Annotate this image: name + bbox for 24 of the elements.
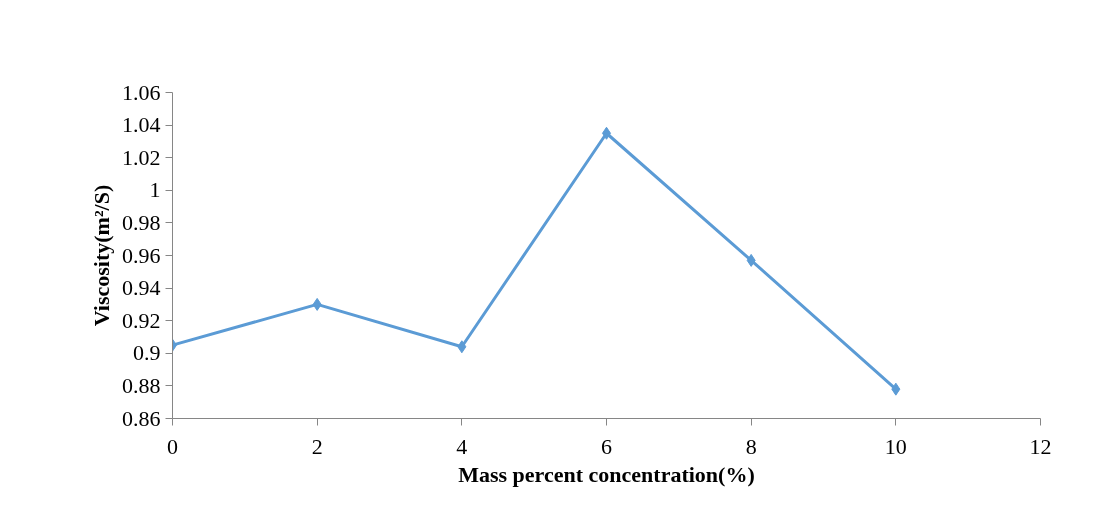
x-tick-label: 8 <box>745 433 757 459</box>
y-tick-label: 1.04 <box>122 112 161 138</box>
y-tick-label: 1 <box>149 177 161 203</box>
point <box>457 340 467 354</box>
y-tick-label: 0.96 <box>122 242 161 268</box>
point <box>312 297 322 311</box>
y-tick-label: 0.9 <box>133 340 161 366</box>
y-tick-label: 0.98 <box>122 209 161 235</box>
x-tick-label: 4 <box>456 433 468 459</box>
x-tick-label: 2 <box>311 433 323 459</box>
x-tick-label: 6 <box>601 433 612 459</box>
x-axis-title: Mass percent concentration(%) <box>458 461 755 487</box>
x-tick-label: 10 <box>884 433 907 459</box>
y-tick-label: 0.94 <box>122 275 161 301</box>
x-tick-label: 12 <box>1029 433 1052 459</box>
x-tick-label: 0 <box>167 433 178 459</box>
y-tick-label: 1.02 <box>122 144 161 170</box>
y-tick-label: 1.06 <box>122 79 161 105</box>
y-tick-label: 0.92 <box>122 307 161 333</box>
point <box>891 382 901 396</box>
y-tick-label: 0.88 <box>122 372 161 398</box>
y-axis-title: Viscosity(m²/S) <box>89 184 114 327</box>
point <box>746 253 756 267</box>
y-tick-label: 0.86 <box>122 405 161 431</box>
